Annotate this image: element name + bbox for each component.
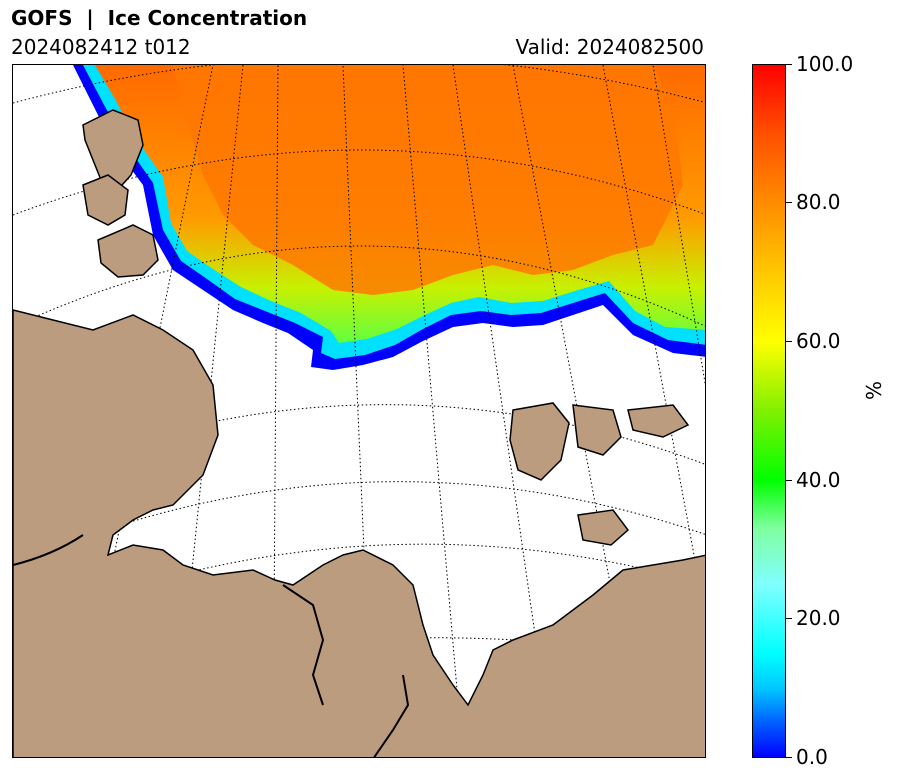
rivers	[13, 534, 410, 757]
land	[13, 109, 705, 757]
colorbar-tick	[786, 480, 792, 481]
archipelago-east-1	[509, 402, 570, 481]
valid-time-label: Valid: 2024082500	[515, 35, 704, 59]
colorbar-label: 60.0	[796, 329, 841, 353]
map-canvas	[13, 65, 705, 757]
ice-core	[173, 65, 683, 295]
novaya-zemlya-north	[97, 224, 159, 278]
colorbar-unit: %	[862, 380, 886, 400]
colorbar-label: 100.0	[796, 52, 854, 76]
colorbar-label: 0.0	[796, 745, 828, 769]
colorbar-label: 80.0	[796, 190, 841, 214]
colorbar	[752, 64, 786, 758]
colorbar-tick	[786, 64, 792, 65]
run-label: 2024082412 t012	[11, 35, 191, 59]
colorbar-label: 40.0	[796, 468, 841, 492]
archipelago-east-2	[572, 404, 622, 456]
map-panel[interactable]	[12, 64, 706, 758]
map-title: GOFS | Ice Concentration	[11, 6, 308, 30]
island-south-east	[577, 509, 630, 546]
archipelago-east-3	[627, 404, 690, 438]
siberia-mainland	[13, 309, 705, 757]
franz-josef-land	[82, 174, 129, 226]
colorbar-label: 20.0	[796, 606, 841, 630]
colorbar-tick	[786, 202, 792, 203]
colorbar-tick	[786, 618, 792, 619]
colorbar-tick	[786, 757, 792, 758]
colorbar-tick	[786, 341, 792, 342]
